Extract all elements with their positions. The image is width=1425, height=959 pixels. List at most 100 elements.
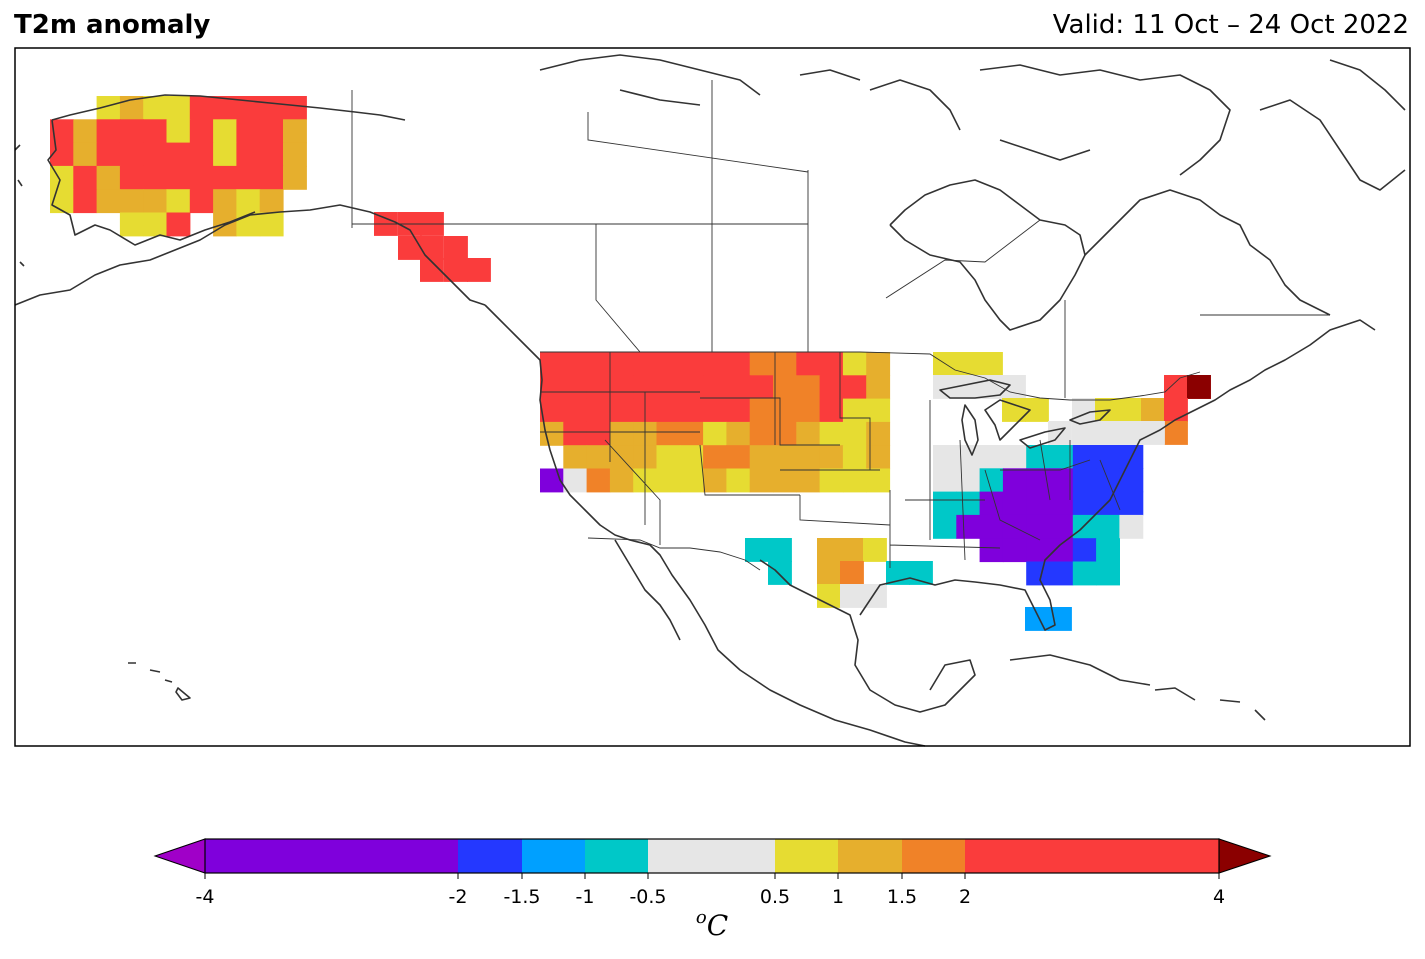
anomaly-cell (933, 514, 957, 539)
anomaly-cell (817, 538, 841, 562)
anomaly-cell (119, 212, 144, 237)
anomaly-cell (679, 352, 704, 376)
anomaly-cell (773, 398, 797, 423)
anomaly-cell (703, 445, 727, 470)
anomaly-cell (703, 375, 727, 400)
anomaly-cell (840, 561, 864, 585)
colorbar-under-extension (153, 838, 206, 874)
anomaly-cell (420, 258, 444, 282)
anomaly-cell (749, 375, 774, 400)
anomaly-cell (726, 468, 751, 493)
anomaly-cell (1002, 538, 1027, 563)
anomaly-cell (773, 468, 797, 493)
anomaly-cell (842, 468, 867, 493)
anomaly-cell (1025, 398, 1049, 422)
anomaly-cell (679, 398, 704, 423)
great-lakes (939, 379, 1111, 456)
anomaly-cell (586, 445, 611, 470)
anomaly-cell (679, 445, 704, 470)
anomaly-cell (1072, 398, 1096, 422)
anomaly-cell (819, 398, 844, 423)
anomaly-cell (726, 421, 751, 446)
anomaly-cell (609, 468, 634, 493)
anomaly-cell (703, 468, 727, 493)
anomaly-cell (726, 398, 751, 423)
anomaly-cell (842, 445, 867, 470)
anomaly-cell (726, 375, 751, 400)
anomaly-cell (773, 352, 797, 376)
anomaly-cell (749, 352, 774, 376)
anomaly-cell (143, 119, 168, 144)
colorbar-tick-label: 4 (1213, 886, 1225, 908)
anomaly-cell (586, 375, 611, 400)
anomaly-cell (726, 352, 751, 376)
anomaly-cell (1072, 491, 1097, 516)
anomaly-cell (1072, 538, 1097, 563)
anomaly-cell (863, 538, 887, 562)
anomaly-cell (420, 236, 444, 260)
anomaly-cell (259, 165, 284, 190)
anomaly-cell (236, 119, 261, 144)
anomaly-cell (259, 212, 284, 237)
anomaly-cell (236, 142, 261, 167)
colorbar-tick-label: 1 (832, 886, 844, 908)
anomaly-cell (96, 142, 121, 167)
anomaly-cell (1002, 491, 1027, 516)
anomaly-cell (119, 142, 144, 167)
hudson-bay (889, 179, 1086, 331)
anomaly-cell (679, 375, 704, 400)
anomaly-cell (656, 375, 681, 400)
anomaly-cell (1096, 445, 1120, 469)
anomaly-cell (796, 421, 821, 446)
anomaly-cell (609, 445, 634, 470)
anomaly-cell (773, 421, 797, 446)
anomaly-cell (283, 119, 307, 144)
anomaly-cell (213, 96, 237, 120)
anomaly-cell (1026, 491, 1051, 516)
anomaly-cell (609, 421, 634, 446)
anomaly-cell (679, 468, 704, 493)
anomaly-cell (398, 236, 422, 260)
anomaly-cell (933, 375, 957, 399)
anomaly-cell (956, 352, 980, 376)
anomaly-cell (563, 421, 588, 446)
anomaly-cell (1049, 468, 1074, 493)
anomaly-cell (817, 561, 841, 585)
anomaly-cell (119, 96, 144, 120)
anomaly-cell (796, 375, 821, 400)
anomaly-cell (979, 468, 1004, 493)
anomaly-cell (656, 398, 681, 423)
anomaly-cell (1002, 514, 1027, 539)
anomaly-cell (50, 119, 74, 144)
hawaii (128, 662, 191, 701)
anomaly-cell (1026, 538, 1051, 563)
map-frame (14, 47, 1411, 747)
anomaly-cell (866, 468, 891, 493)
anomaly-cell (1049, 514, 1074, 539)
anomaly-cell (1118, 421, 1142, 445)
anomaly-cell (979, 445, 1004, 469)
anomaly-cell (283, 142, 307, 167)
anomaly-cell (703, 352, 727, 376)
anomaly-cell (96, 96, 121, 120)
anomaly-cell (1049, 561, 1074, 586)
anomaly-cell (933, 468, 957, 493)
colorbar-tick-label: -0.5 (629, 886, 666, 908)
anomaly-cell (143, 96, 168, 120)
anomaly-cell (189, 96, 214, 120)
anomaly-cell (73, 142, 98, 167)
anomaly-cell (586, 398, 611, 423)
anomaly-cell (1002, 468, 1027, 493)
colorbar-outline (204, 838, 1220, 874)
anomaly-cell (586, 421, 611, 446)
anomaly-cell (773, 445, 797, 470)
colorbar-tick-label: 2 (959, 886, 971, 908)
anomaly-cell (563, 398, 588, 423)
alaska-coast (14, 94, 486, 306)
anomaly-cell (1002, 375, 1026, 399)
colorbar-bins (205, 839, 1219, 873)
anomaly-cell (1049, 538, 1074, 563)
map-title: T2m anomaly (14, 10, 211, 40)
anomaly-cell (1119, 514, 1144, 539)
anomaly-cell (796, 468, 821, 493)
